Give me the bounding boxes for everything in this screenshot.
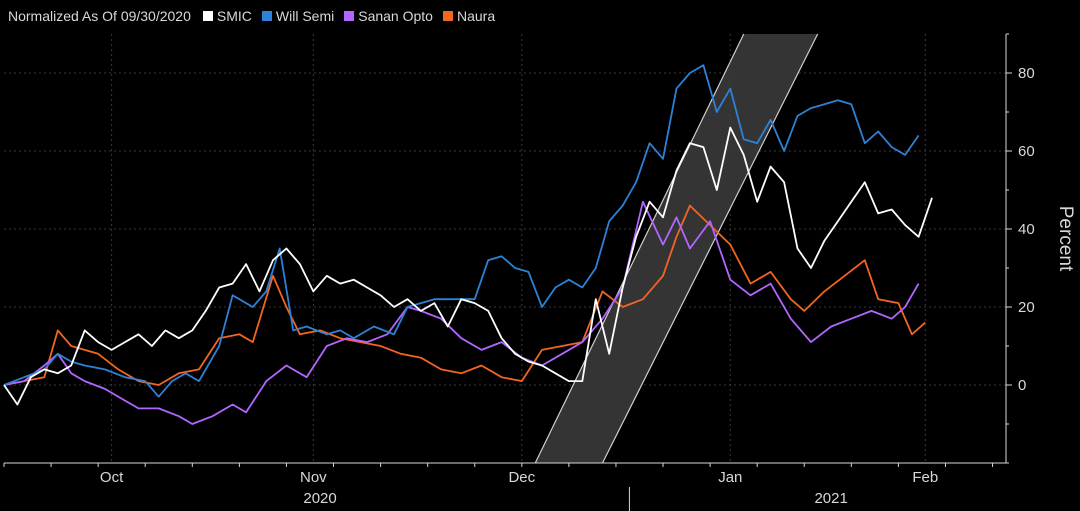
x-tick-label-oct: Oct xyxy=(100,469,124,486)
year-label-2020: 2020 xyxy=(303,490,336,507)
grid-layer xyxy=(4,34,1006,463)
legend-item-naura[interactable]: Naura xyxy=(442,8,496,24)
legend-item-sanan-opto[interactable]: Sanan Opto xyxy=(344,8,433,24)
x-tick-label-feb: Feb xyxy=(912,469,938,486)
legend-label-sanan-opto: Sanan Opto xyxy=(358,8,433,24)
trend-channel-fill xyxy=(535,34,818,463)
legend: Normalized As Of 09/30/2020 SMIC Will Se… xyxy=(8,8,505,24)
trend-channel-upper-edge xyxy=(534,33,745,464)
y-tick-label: 80 xyxy=(1018,65,1035,82)
legend-swatch-naura xyxy=(442,11,453,21)
legend-item-smic[interactable]: SMIC xyxy=(202,8,252,24)
legend-swatch-smic xyxy=(202,11,213,21)
x-tick-label-jan: Jan xyxy=(718,469,742,486)
legend-swatch-sanan-opto xyxy=(344,11,355,21)
series-line-sanan-opto xyxy=(3,200,920,425)
y-tick-label: 0 xyxy=(1018,377,1026,394)
series-line-smic xyxy=(3,126,933,406)
series-line-will-semi xyxy=(3,64,920,398)
legend-label-will-semi: Will Semi xyxy=(275,8,335,24)
trend-channel xyxy=(534,33,819,464)
legend-swatch-will-semi xyxy=(261,11,272,21)
y-tick-label: 60 xyxy=(1018,143,1035,160)
x-tick-label-nov: Nov xyxy=(300,469,327,486)
trend-channel-lower-edge xyxy=(601,33,819,464)
legend-label-naura: Naura xyxy=(456,8,496,24)
y-axis-label: Percent xyxy=(1055,206,1076,272)
legend-item-will-semi[interactable]: Will Semi xyxy=(261,8,335,24)
legend-title: Normalized As Of 09/30/2020 xyxy=(8,8,191,24)
legend-label-smic: SMIC xyxy=(216,8,252,24)
y-tick-label: 40 xyxy=(1018,221,1035,238)
year-label-2021: 2021 xyxy=(814,490,847,507)
series-line-naura xyxy=(3,204,926,386)
y-tick-label: 20 xyxy=(1018,299,1035,316)
axis-layer: 0 20 40 60 80 Percent Oct Nov Dec Jan Feb 2020 2021 xyxy=(3,33,1076,511)
series-layer xyxy=(3,64,933,425)
x-tick-label-dec: Dec xyxy=(508,469,535,486)
